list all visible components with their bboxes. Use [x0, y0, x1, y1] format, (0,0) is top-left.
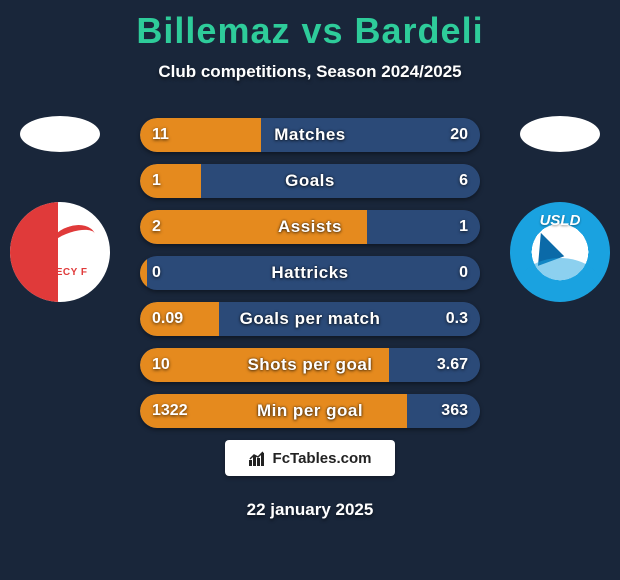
- left-player-column: ANNECY F: [0, 100, 120, 302]
- stat-left-value: 10: [140, 348, 182, 382]
- annecy-swoosh-icon: [46, 220, 99, 263]
- stat-label: Goals: [140, 164, 480, 198]
- stat-row: Hattricks0 0: [140, 256, 480, 290]
- fctables-logo-icon: [249, 450, 267, 466]
- stat-row: Assists2 1: [140, 210, 480, 244]
- page-subtitle: Club competitions, Season 2024/2025: [0, 62, 620, 82]
- stat-row: Goals per match0.090.3: [140, 302, 480, 336]
- right-badge-label: USLD: [510, 212, 610, 229]
- stat-left-value: 1: [140, 164, 173, 198]
- stat-row: Goals1 6: [140, 164, 480, 198]
- stat-label: Hattricks: [140, 256, 480, 290]
- stat-left-value: 1322: [140, 394, 200, 428]
- stat-left-value: 2: [140, 210, 173, 244]
- stat-right-value: 363: [429, 394, 480, 428]
- right-club-badge: USLD: [510, 202, 610, 302]
- stat-right-value: 0.3: [434, 302, 480, 336]
- stat-row: Min per goal1322363: [140, 394, 480, 428]
- stat-right-value: 3.67: [425, 348, 480, 382]
- stat-label: Assists: [140, 210, 480, 244]
- footer-date: 22 january 2025: [0, 500, 620, 520]
- left-club-badge: ANNECY F: [10, 202, 110, 302]
- left-flag-oval: [20, 116, 100, 152]
- stat-right-value: 6: [447, 164, 480, 198]
- footer-site-badge[interactable]: FcTables.com: [225, 440, 395, 476]
- page-title: Billemaz vs Bardeli: [0, 0, 620, 52]
- right-flag-oval: [520, 116, 600, 152]
- stat-right-value: 0: [447, 256, 480, 290]
- stat-left-value: 0.09: [140, 302, 195, 336]
- stats-bar-group: Matches1120Goals16Assists21Hattricks00Go…: [140, 118, 480, 440]
- stat-label: Matches: [140, 118, 480, 152]
- stat-left-value: 0: [140, 256, 173, 290]
- stat-right-value: 1: [447, 210, 480, 244]
- left-badge-label: ANNECY F: [10, 267, 110, 278]
- right-player-column: USLD: [500, 100, 620, 302]
- footer-site-label: FcTables.com: [273, 450, 372, 467]
- stat-row: Shots per goal103.67: [140, 348, 480, 382]
- usld-wave-icon: [520, 258, 600, 284]
- stat-left-value: 11: [140, 118, 181, 152]
- stat-right-value: 20: [438, 118, 480, 152]
- stat-row: Matches11 20: [140, 118, 480, 152]
